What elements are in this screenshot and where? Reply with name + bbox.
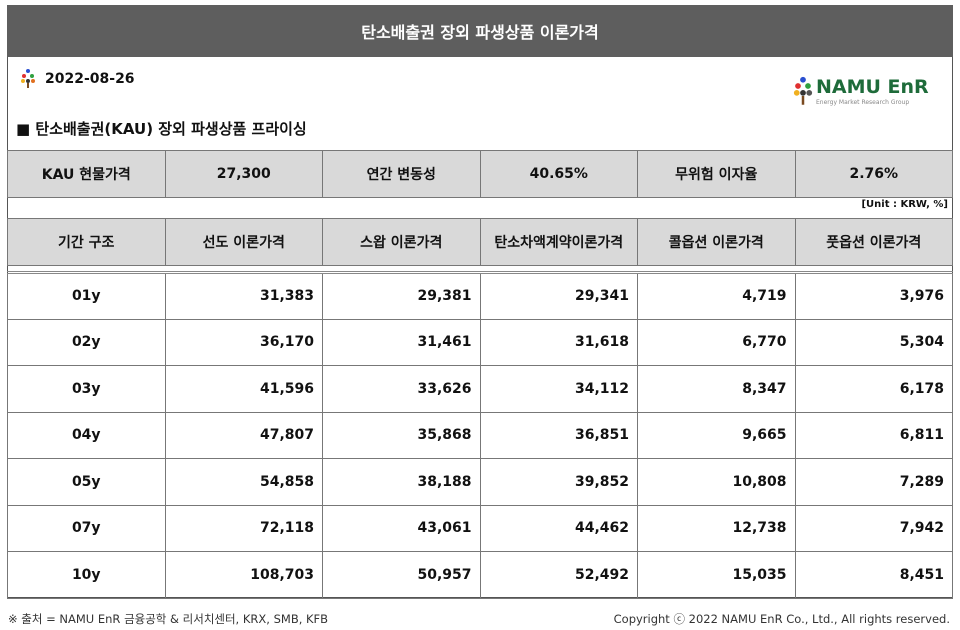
table-row: 07y 72,118 43,061 44,462 12,738 7,942 <box>7 504 953 552</box>
price-cell: 4,719 <box>637 272 796 320</box>
column-header: 선도 이론가격 <box>164 218 323 266</box>
price-cell: 36,851 <box>479 411 638 459</box>
price-table-header: 기간 구조 선도 이론가격 스왑 이론가격 탄소차액계약이론가격 콜옵션 이론가… <box>7 218 953 266</box>
price-cell: 31,461 <box>322 318 481 366</box>
term-cell: 04y <box>7 411 166 459</box>
price-cell: 54,858 <box>164 458 323 506</box>
table-row: 05y 54,858 38,188 39,852 10,808 7,289 <box>7 458 953 506</box>
param-value: 2.76% <box>794 150 953 198</box>
term-cell: 02y <box>7 318 166 366</box>
price-table: 01y 31,383 29,381 29,341 4,719 3,976 02y 36,170… <box>7 271 953 599</box>
table-row: 04y 47,807 35,868 36,851 9,665 6,811 <box>7 411 953 459</box>
term-cell: 03y <box>7 365 166 413</box>
price-cell: 29,381 <box>322 272 481 320</box>
price-cell: 6,770 <box>637 318 796 366</box>
price-cell: 47,807 <box>164 411 323 459</box>
price-cell: 6,811 <box>794 411 953 459</box>
price-cell: 5,304 <box>794 318 953 366</box>
param-label: KAU 현물가격 <box>7 150 166 198</box>
price-cell: 43,061 <box>322 504 481 552</box>
price-cell: 7,942 <box>794 504 953 552</box>
column-header: 스왑 이론가격 <box>322 218 481 266</box>
param-label: 무위험 이자율 <box>637 150 796 198</box>
namu-small-logo-icon <box>21 69 35 88</box>
report-date: 2022-08-26 <box>45 71 135 87</box>
price-cell: 50,957 <box>322 551 481 599</box>
price-cell: 15,035 <box>637 551 796 599</box>
column-header: 탄소차액계약이론가격 <box>479 218 638 266</box>
term-cell: 01y <box>7 272 166 320</box>
copyright: Copyright ⓒ 2022 NAMU EnR Co., Ltd., All… <box>613 612 950 626</box>
namu-tree-icon <box>793 76 813 105</box>
column-header: 기간 구조 <box>7 218 166 266</box>
price-cell: 108,703 <box>164 551 323 599</box>
price-cell: 52,492 <box>479 551 638 599</box>
price-cell: 72,118 <box>164 504 323 552</box>
term-cell: 07y <box>7 504 166 552</box>
price-cell: 34,112 <box>479 365 638 413</box>
column-header: 콜옵션 이론가격 <box>637 218 796 266</box>
price-cell: 31,383 <box>164 272 323 320</box>
logo-subtitle: Energy Market Research Group <box>816 99 910 106</box>
table-row: 01y 31,383 29,381 29,341 4,719 3,976 <box>7 272 953 320</box>
logo-name: NAMU EnR <box>816 76 929 98</box>
price-cell: 8,347 <box>637 365 796 413</box>
param-value: 27,300 <box>164 150 323 198</box>
price-cell: 31,618 <box>479 318 638 366</box>
table-row: 10y 108,703 50,957 52,492 15,035 8,451 <box>7 551 953 599</box>
table-row: 03y 41,596 33,626 34,112 8,347 6,178 <box>7 365 953 413</box>
unit-label: [Unit : KRW, %] <box>861 199 948 210</box>
column-header: 풋옵션 이론가격 <box>794 218 953 266</box>
price-cell: 9,665 <box>637 411 796 459</box>
params-table: KAU 현물가격 27,300 연간 변동성 40.65% 무위험 이자율 2.… <box>7 150 953 198</box>
price-cell: 41,596 <box>164 365 323 413</box>
term-cell: 10y <box>7 551 166 599</box>
price-cell: 29,341 <box>479 272 638 320</box>
price-cell: 3,976 <box>794 272 953 320</box>
param-value: 40.65% <box>479 150 638 198</box>
price-cell: 8,451 <box>794 551 953 599</box>
price-cell: 12,738 <box>637 504 796 552</box>
price-cell: 39,852 <box>479 458 638 506</box>
price-cell: 38,188 <box>322 458 481 506</box>
namu-enr-logo: NAMU EnR Energy Market Research Group <box>790 76 929 106</box>
price-cell: 35,868 <box>322 411 481 459</box>
price-cell: 44,462 <box>479 504 638 552</box>
section-title: ■ 탄소배출권(KAU) 장외 파생상품 프라이싱 <box>16 120 307 138</box>
term-cell: 05y <box>7 458 166 506</box>
price-cell: 36,170 <box>164 318 323 366</box>
price-cell: 6,178 <box>794 365 953 413</box>
price-cell: 10,808 <box>637 458 796 506</box>
section-title-text: 탄소배출권(KAU) 장외 파생상품 프라이싱 <box>35 120 307 138</box>
source-note: ※ 출처 = NAMU EnR 금융공학 & 리서치센터, KRX, SMB, … <box>8 612 329 626</box>
price-cell: 7,289 <box>794 458 953 506</box>
page-title: 탄소배출권 장외 파생상품 이론가격 <box>7 5 953 57</box>
param-label: 연간 변동성 <box>322 150 481 198</box>
price-cell: 33,626 <box>322 365 481 413</box>
table-row: 02y 36,170 31,461 31,618 6,770 5,304 <box>7 318 953 366</box>
